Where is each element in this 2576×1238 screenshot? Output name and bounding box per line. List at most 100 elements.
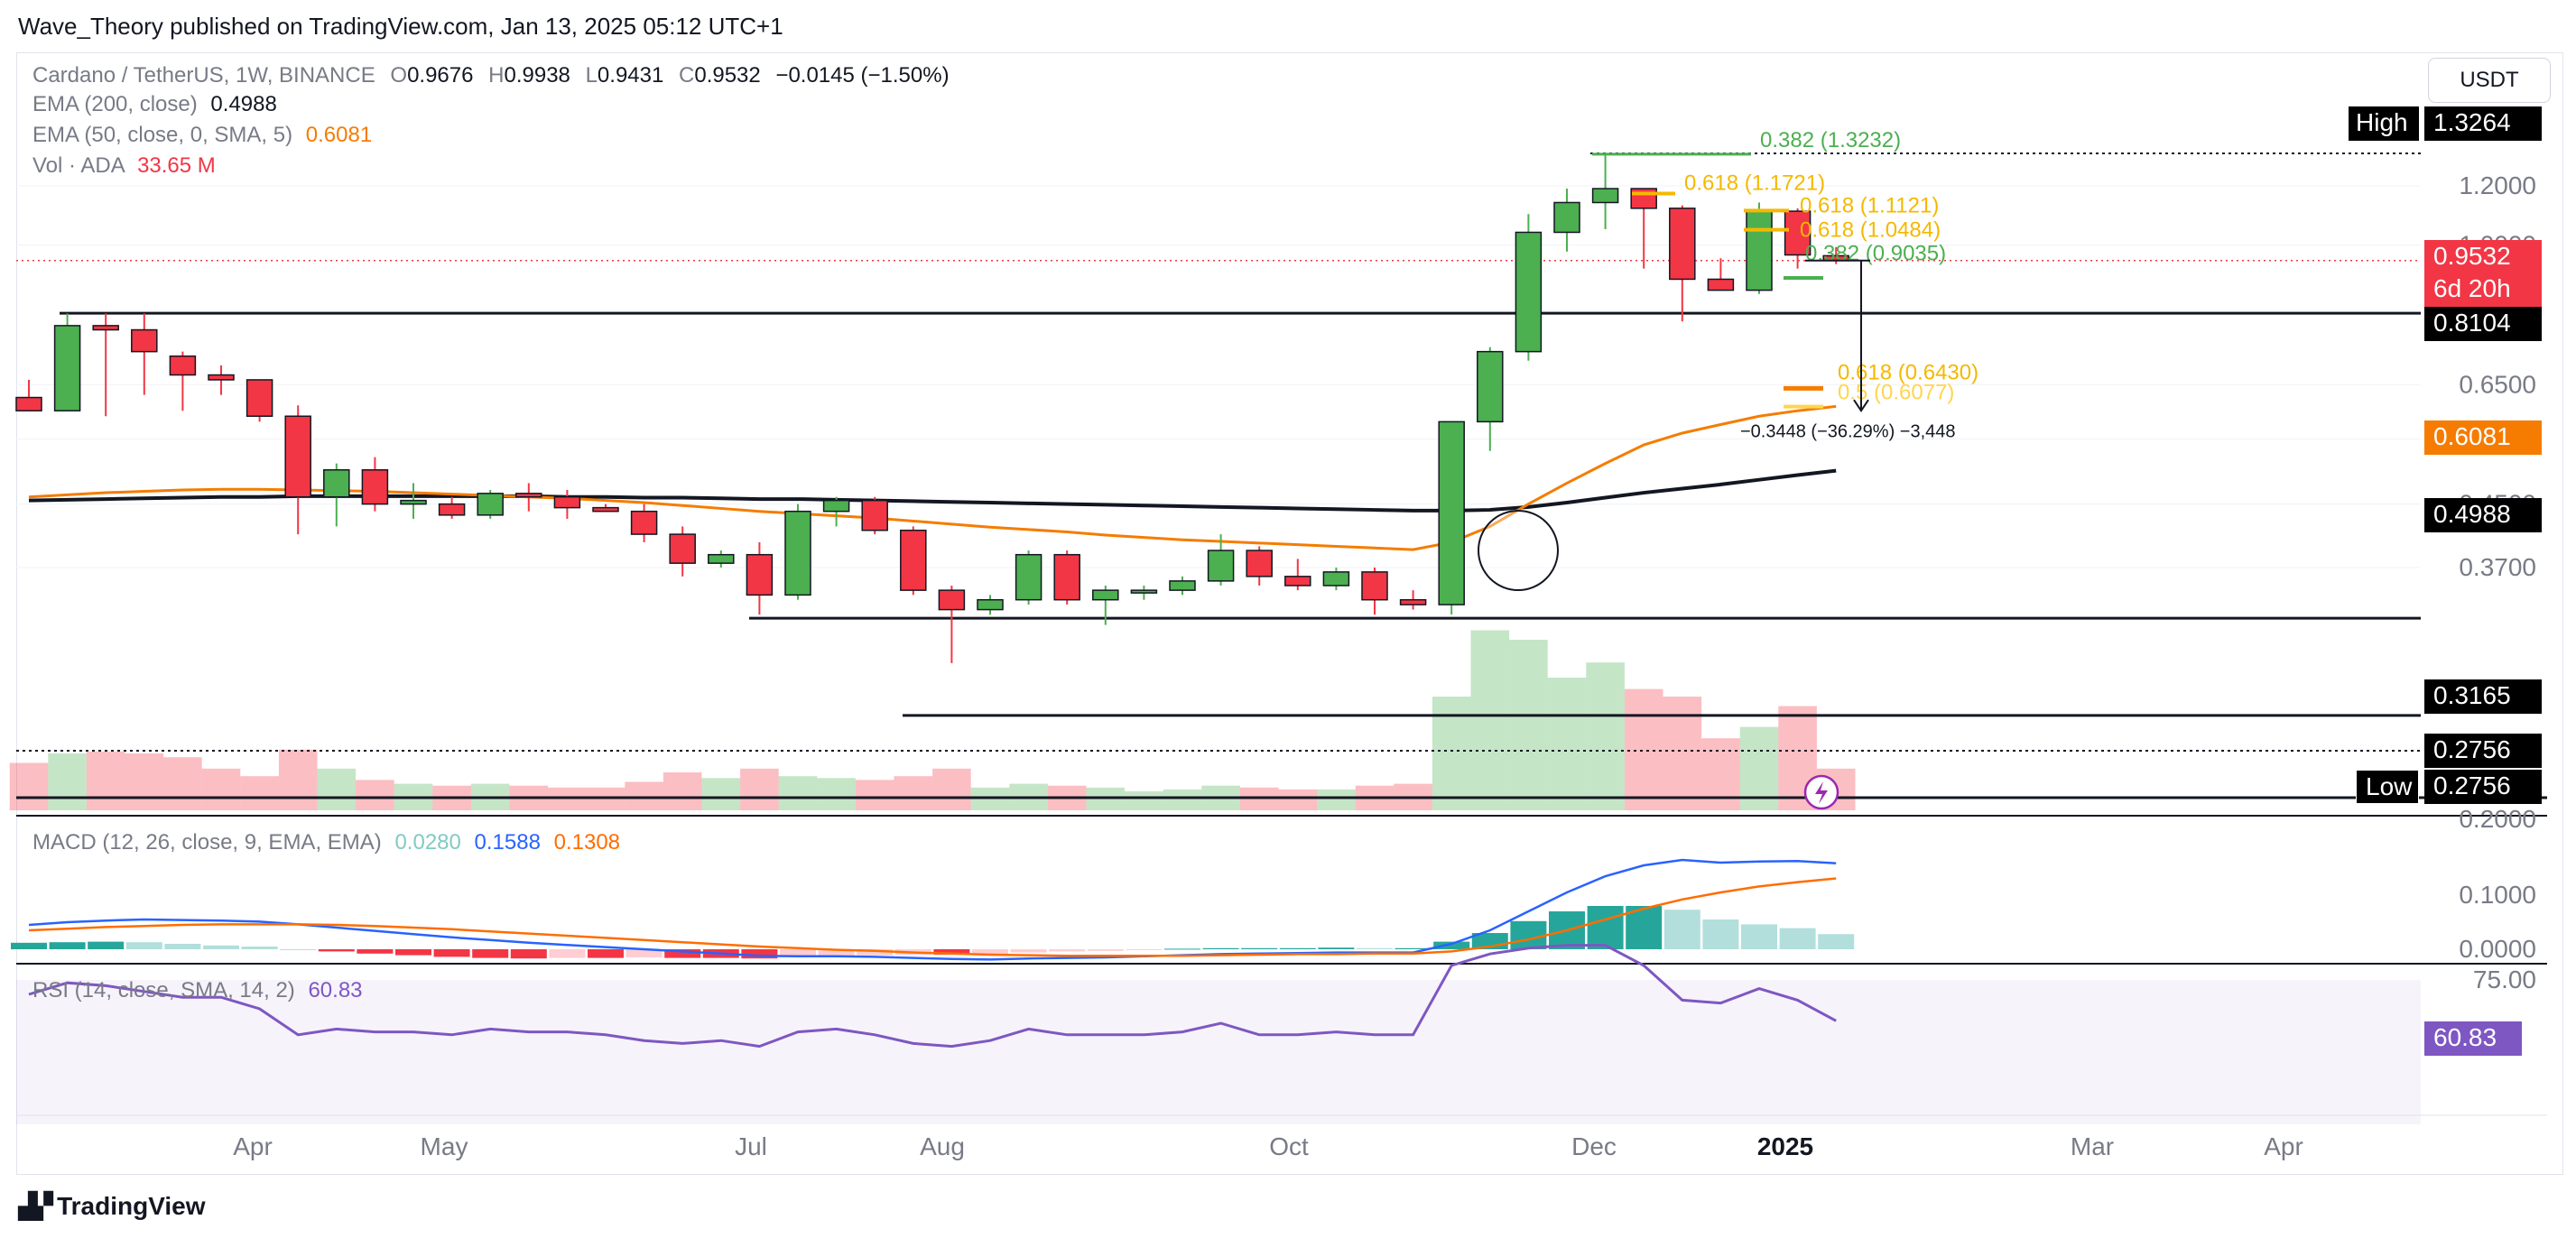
volume-bar <box>778 776 818 810</box>
macd-hist-bar <box>549 949 586 958</box>
candle-body <box>92 325 119 331</box>
candle-body <box>1669 208 1696 281</box>
volume-bar <box>9 762 49 810</box>
macd-hist-bar <box>1395 947 1432 949</box>
candle <box>977 595 1004 615</box>
volume-bar <box>1432 697 1471 810</box>
candle-body <box>1284 576 1311 587</box>
ema50-legend[interactable]: EMA (50, close, 0, SMA, 5) 0.6081 <box>32 123 372 148</box>
candle-body <box>1361 571 1388 601</box>
candle <box>630 504 658 542</box>
volume-bar <box>1278 789 1318 810</box>
rsi-line <box>28 944 1837 1049</box>
measure-arrow-head <box>1853 399 1869 413</box>
ema200-legend[interactable]: EMA (200, close) 0.4988 <box>32 92 277 117</box>
tradingview-logo[interactable]: ▟▞ TradingView <box>18 1191 206 1221</box>
macd-hist-bar <box>241 947 278 949</box>
candle-body <box>169 355 197 376</box>
high-tag-label: High <box>2349 106 2419 141</box>
macd-signal-value: 0.1308 <box>553 830 621 855</box>
candle <box>477 489 504 519</box>
candle <box>284 405 311 535</box>
candle <box>169 351 197 411</box>
level-tag-1: 0.3165 <box>2424 679 2542 714</box>
macd-hist-bar <box>1779 928 1816 949</box>
low-value: 0.9431 <box>597 63 664 88</box>
candle-body <box>1477 350 1504 423</box>
candle-body <box>1553 201 1580 234</box>
macd-hist-bar <box>664 949 701 958</box>
macd-hist-bar <box>1126 949 1163 950</box>
chart-frame <box>16 52 2563 1175</box>
macd-hist-bar <box>1741 924 1777 949</box>
candle <box>861 496 888 535</box>
candle-body <box>361 468 389 505</box>
ema50-label: EMA (50, close, 0, SMA, 5) <box>32 123 293 147</box>
volume-bar <box>894 776 933 810</box>
volume-bar <box>1701 738 1740 810</box>
macd-hist-bar <box>1318 947 1355 949</box>
rsi-legend[interactable]: RSI (14, close, SMA, 14, 2) 60.83 <box>32 978 363 1003</box>
macd-hist-bar <box>1164 948 1200 950</box>
symbol-legend[interactable]: Cardano / TetherUS, 1W, BINANCE O0.9676 … <box>32 63 950 88</box>
volume-legend[interactable]: Vol · ADA 33.65 M <box>32 153 216 179</box>
macd-hist-bar <box>1087 949 1124 951</box>
open-label: O <box>390 63 408 88</box>
ema200-value: 0.4988 <box>210 92 277 116</box>
macd-hist-bar <box>49 942 86 949</box>
candle-body <box>1784 210 1812 256</box>
candle-body <box>1591 188 1619 204</box>
current-price-tag: 0.9532 <box>2424 240 2542 274</box>
candle-body <box>284 415 311 498</box>
macd-hist-bar <box>588 949 624 958</box>
candle-body <box>1053 553 1080 601</box>
volume-bar <box>86 751 125 810</box>
candle <box>1438 420 1465 615</box>
candle-body <box>246 379 273 417</box>
candle-body <box>784 510 811 596</box>
candle <box>1246 546 1273 586</box>
macd-legend[interactable]: MACD (12, 26, close, 9, EMA, EMA) 0.0280… <box>32 830 620 855</box>
volume-label: Vol · ADA <box>32 153 125 178</box>
macd-hist-bar <box>510 949 547 959</box>
candle <box>1630 188 1657 269</box>
candle <box>1784 208 1812 269</box>
candle <box>53 313 81 411</box>
fib-label-0382-top: 0.382 (1.3232) <box>1760 128 1901 152</box>
volume-area <box>9 630 1856 810</box>
volume-bar <box>163 757 202 810</box>
candle <box>1669 205 1696 322</box>
rsi-band <box>16 980 2421 1124</box>
macd-hist-bar <box>472 949 509 958</box>
candle <box>400 483 427 519</box>
volume-bar <box>817 778 856 810</box>
candle-body <box>53 325 81 411</box>
volume-bar <box>625 781 663 810</box>
macd-hist-bar <box>1433 941 1470 949</box>
time-tick-5: Dec <box>1571 1132 1617 1160</box>
price-tick-0: 1.2000 <box>2459 171 2536 199</box>
candle-body <box>977 598 1004 611</box>
currency-button[interactable]: USDT <box>2428 58 2551 103</box>
macd-hist-bar <box>1510 920 1547 949</box>
candle <box>438 496 466 519</box>
candle <box>1707 258 1735 291</box>
high-tag-value: 1.3264 <box>2424 106 2542 141</box>
candle <box>553 489 581 519</box>
time-axis: Apr May Jul Aug Oct Dec 2025 Mar Apr <box>233 1132 2303 1160</box>
candle-body <box>1515 231 1543 353</box>
candle-body <box>477 493 504 516</box>
low-tag-label: Low <box>2356 770 2419 804</box>
candle <box>938 585 966 663</box>
candle <box>1399 590 1427 610</box>
time-tick-4: Oct <box>1269 1132 1309 1160</box>
macd-hist-value: 0.0280 <box>394 830 461 855</box>
candles <box>15 153 1849 663</box>
fib-label-0618-c: 0.618 (1.0484) <box>1800 218 1941 243</box>
volume-bar <box>317 768 357 810</box>
rsi-pane: 75.00 <box>16 944 2547 1124</box>
candle <box>246 379 273 422</box>
volume-bar <box>1125 791 1163 810</box>
macd-hist-bar <box>933 949 970 955</box>
